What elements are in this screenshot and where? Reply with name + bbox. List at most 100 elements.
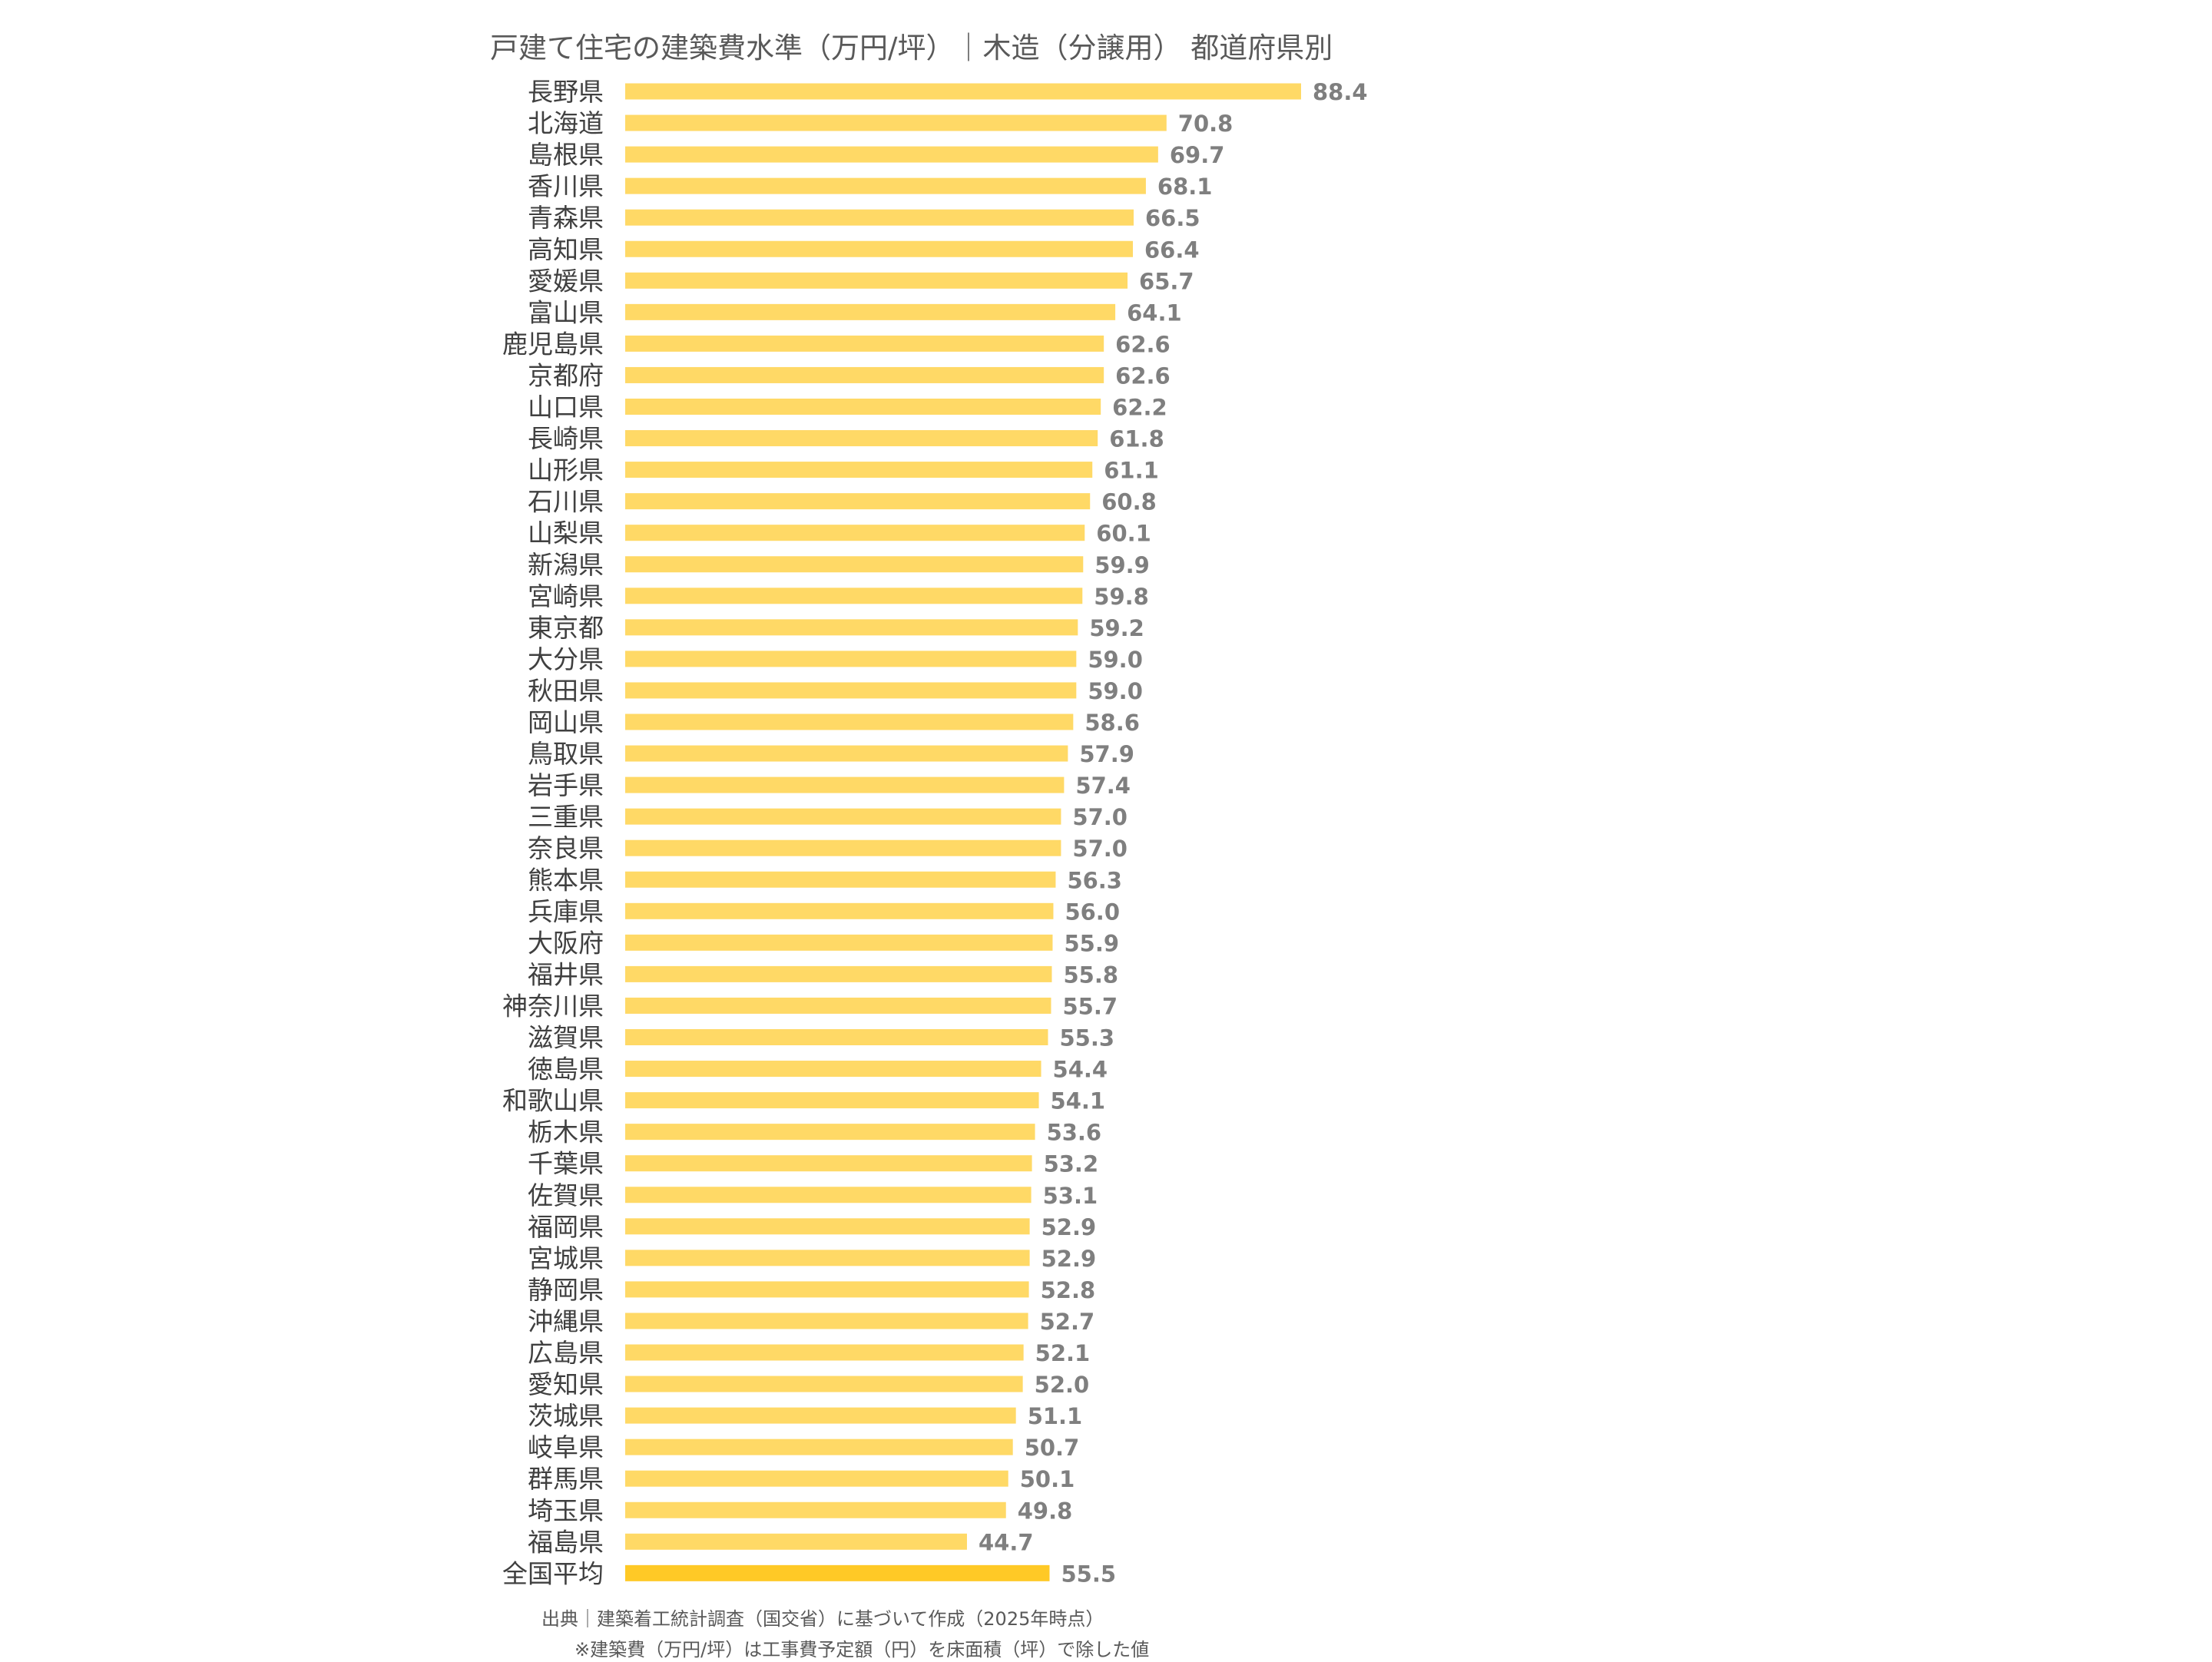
category-label: 福島県: [528, 1527, 604, 1557]
bar: [625, 745, 1068, 762]
value-label: 62.6: [1115, 331, 1171, 357]
bar: [625, 651, 1077, 667]
value-label: 53.6: [1047, 1120, 1102, 1146]
category-label: 北海道: [528, 108, 604, 138]
value-label: 53.1: [1043, 1183, 1098, 1209]
bar: [625, 430, 1098, 447]
value-label: 69.7: [1170, 142, 1225, 168]
category-label: 福岡県: [528, 1212, 604, 1242]
value-label: 62.2: [1112, 395, 1167, 421]
category-label: 宮城県: [528, 1243, 604, 1273]
bar: [625, 556, 1084, 573]
category-label: 鳥取県: [528, 739, 604, 769]
bar: [625, 1533, 967, 1550]
bar: [625, 871, 1056, 888]
category-label: 東京都: [528, 613, 604, 643]
value-label: 49.8: [1018, 1498, 1073, 1524]
bar: [625, 588, 1083, 604]
chart-title: 戸建て住宅の建築費水準（万円/坪）｜木造（分譲用） 都道府県別: [490, 31, 1333, 65]
category-label: 栃木県: [528, 1117, 604, 1147]
value-label: 61.1: [1104, 458, 1159, 484]
bar: [625, 1029, 1048, 1045]
value-label: 52.8: [1041, 1277, 1096, 1303]
value-label: 44.7: [979, 1529, 1034, 1555]
value-label: 57.0: [1072, 804, 1128, 830]
value-label: 60.8: [1101, 489, 1157, 515]
value-label: 58.6: [1084, 710, 1140, 736]
category-label: 岡山県: [528, 707, 604, 737]
category-label: 鹿児島県: [502, 329, 604, 359]
value-label: 57.4: [1075, 773, 1131, 799]
category-label: 長野県: [528, 77, 604, 107]
value-label: 52.9: [1041, 1246, 1097, 1272]
value-label: 70.8: [1178, 111, 1233, 137]
category-label: 秋田県: [528, 676, 604, 706]
bar: [625, 1313, 1028, 1329]
value-label: 55.7: [1062, 993, 1118, 1019]
bar: [625, 776, 1065, 793]
category-label: 山形県: [528, 455, 604, 485]
category-label: 福井県: [528, 959, 604, 989]
bar: [625, 682, 1077, 699]
value-label: 59.2: [1089, 615, 1144, 641]
value-label: 60.1: [1096, 521, 1151, 547]
bar: [625, 177, 1146, 194]
value-label: 52.0: [1035, 1372, 1090, 1398]
value-label: 57.0: [1072, 836, 1128, 862]
bar: [625, 83, 1301, 100]
value-label: 51.1: [1028, 1403, 1083, 1429]
value-label: 52.9: [1041, 1214, 1097, 1240]
value-label: 55.5: [1061, 1561, 1116, 1587]
bar: [625, 713, 1074, 730]
category-label: 大分県: [528, 644, 604, 674]
category-label: 三重県: [528, 802, 604, 832]
category-label: 静岡県: [528, 1275, 604, 1305]
category-label: 石川県: [528, 487, 604, 517]
bar: [625, 1218, 1030, 1235]
bar: [625, 240, 1133, 257]
value-label: 55.8: [1063, 962, 1118, 988]
bar: [625, 303, 1116, 320]
value-label: 56.3: [1067, 867, 1122, 893]
value-label: 88.4: [1313, 79, 1368, 105]
category-label: 徳島県: [528, 1054, 604, 1084]
bar: [625, 1501, 1006, 1518]
bar: [625, 934, 1053, 951]
category-label: 愛知県: [528, 1369, 604, 1399]
value-label: 54.4: [1053, 1057, 1108, 1083]
category-label: 宮崎県: [528, 581, 604, 611]
category-label: 青森県: [528, 203, 604, 233]
bar: [625, 1092, 1039, 1109]
category-label: 岩手県: [528, 770, 604, 800]
category-label: 大阪府: [528, 928, 604, 958]
value-label: 65.7: [1139, 268, 1194, 294]
value-label: 50.1: [1020, 1466, 1075, 1492]
category-label: 神奈川県: [502, 991, 604, 1021]
bar: [625, 1407, 1016, 1424]
average-bar: [625, 1564, 1050, 1581]
value-label: 53.2: [1044, 1151, 1099, 1177]
bar: [625, 1061, 1041, 1078]
value-label: 62.6: [1115, 363, 1171, 389]
value-label: 52.7: [1040, 1309, 1095, 1335]
category-label: 全国平均: [502, 1558, 604, 1588]
category-label: 新潟県: [528, 550, 604, 580]
category-label: 千葉県: [528, 1149, 604, 1179]
category-label: 愛媛県: [528, 266, 604, 296]
bar: [625, 335, 1104, 352]
bar: [625, 619, 1078, 636]
value-label: 59.9: [1094, 552, 1150, 578]
category-label: 京都府: [528, 360, 604, 390]
category-label: 茨城県: [528, 1401, 604, 1431]
bar: [625, 399, 1101, 415]
category-label: 沖縄県: [528, 1306, 604, 1336]
category-label: 群馬県: [528, 1464, 604, 1494]
bar: [625, 839, 1061, 856]
category-label: 奈良県: [528, 833, 604, 863]
bar: [625, 493, 1091, 510]
category-label: 富山県: [528, 297, 604, 327]
bar: [625, 1124, 1035, 1141]
bar: [625, 1344, 1024, 1361]
